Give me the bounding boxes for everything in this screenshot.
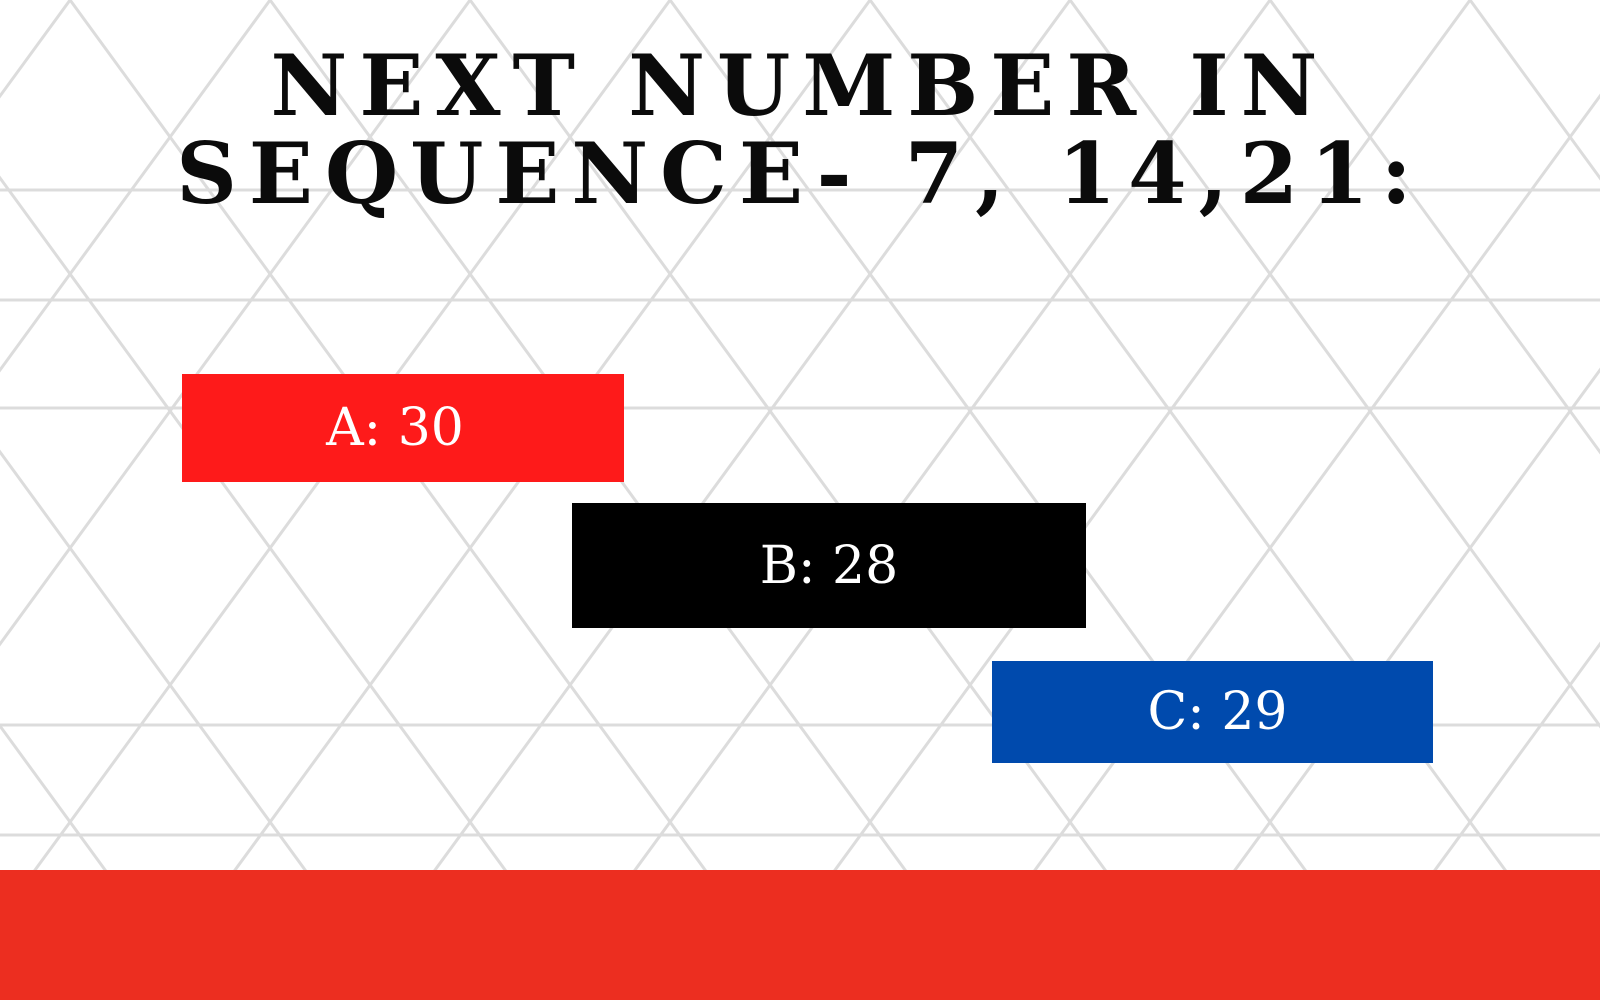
question-line-1: NEXT NUMBER IN [270,36,1330,135]
answer-option-a[interactable]: A: 30 [182,374,624,482]
answer-option-b-label: B: 28 [759,535,899,596]
question-heading: NEXT NUMBER IN SEQUENCE- 7, 14,21: [0,42,1600,218]
answer-option-c[interactable]: C: 29 [992,661,1433,763]
answer-option-a-label: A: 30 [326,398,464,458]
question-line-2: SEQUENCE- 7, 14,21: [176,124,1424,223]
answer-option-b[interactable]: B: 28 [572,503,1086,628]
answer-option-c-label: C: 29 [1147,682,1288,742]
bottom-bar [0,870,1600,1000]
